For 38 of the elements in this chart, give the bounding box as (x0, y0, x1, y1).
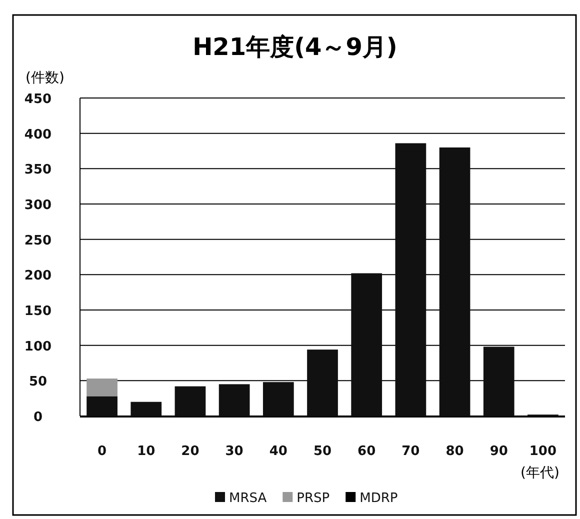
bar (483, 346, 514, 416)
y-tick-label: 200 (24, 268, 52, 284)
y-tick-label: 100 (24, 339, 52, 354)
x-tick-label: 10 (137, 444, 156, 459)
chart-title: H21年度(4～9月) (192, 33, 398, 61)
bar (351, 273, 382, 416)
x-tick-label: 70 (402, 444, 420, 459)
bar (130, 402, 162, 416)
legend-label: MRSA (229, 491, 267, 506)
x-tick-label: 100 (529, 444, 557, 459)
x-tick-label: 60 (358, 444, 376, 459)
bar (86, 396, 118, 416)
y-axis-title: (件数) (26, 70, 64, 86)
y-tick-label: 300 (24, 198, 52, 213)
y-tick-label: 50 (28, 374, 48, 390)
legend-label: MDRP (360, 491, 398, 506)
y-tick-label: 150 (24, 304, 52, 319)
bar (262, 382, 294, 416)
bar (86, 378, 118, 396)
x-axis-title: (年代) (520, 465, 560, 481)
x-tick-label: 80 (446, 444, 464, 459)
x-tick-label: 20 (181, 444, 200, 459)
legend-label: PRSP (296, 491, 330, 506)
y-tick-label: 0 (33, 410, 43, 425)
bar (307, 350, 338, 416)
bar (395, 143, 426, 416)
y-tick-label: 400 (24, 127, 52, 142)
x-tick-label: 0 (98, 444, 107, 459)
y-tick-label: 450 (24, 92, 52, 107)
x-tick-label: 90 (490, 444, 508, 459)
bar (218, 384, 250, 416)
x-tick-label: 30 (225, 444, 244, 459)
bar (439, 147, 470, 416)
y-tick-label: 250 (24, 233, 52, 248)
x-tick-label: 50 (313, 444, 332, 459)
y-tick-label: 350 (24, 162, 52, 178)
x-tick-label: 40 (269, 444, 288, 459)
bar (174, 386, 206, 416)
